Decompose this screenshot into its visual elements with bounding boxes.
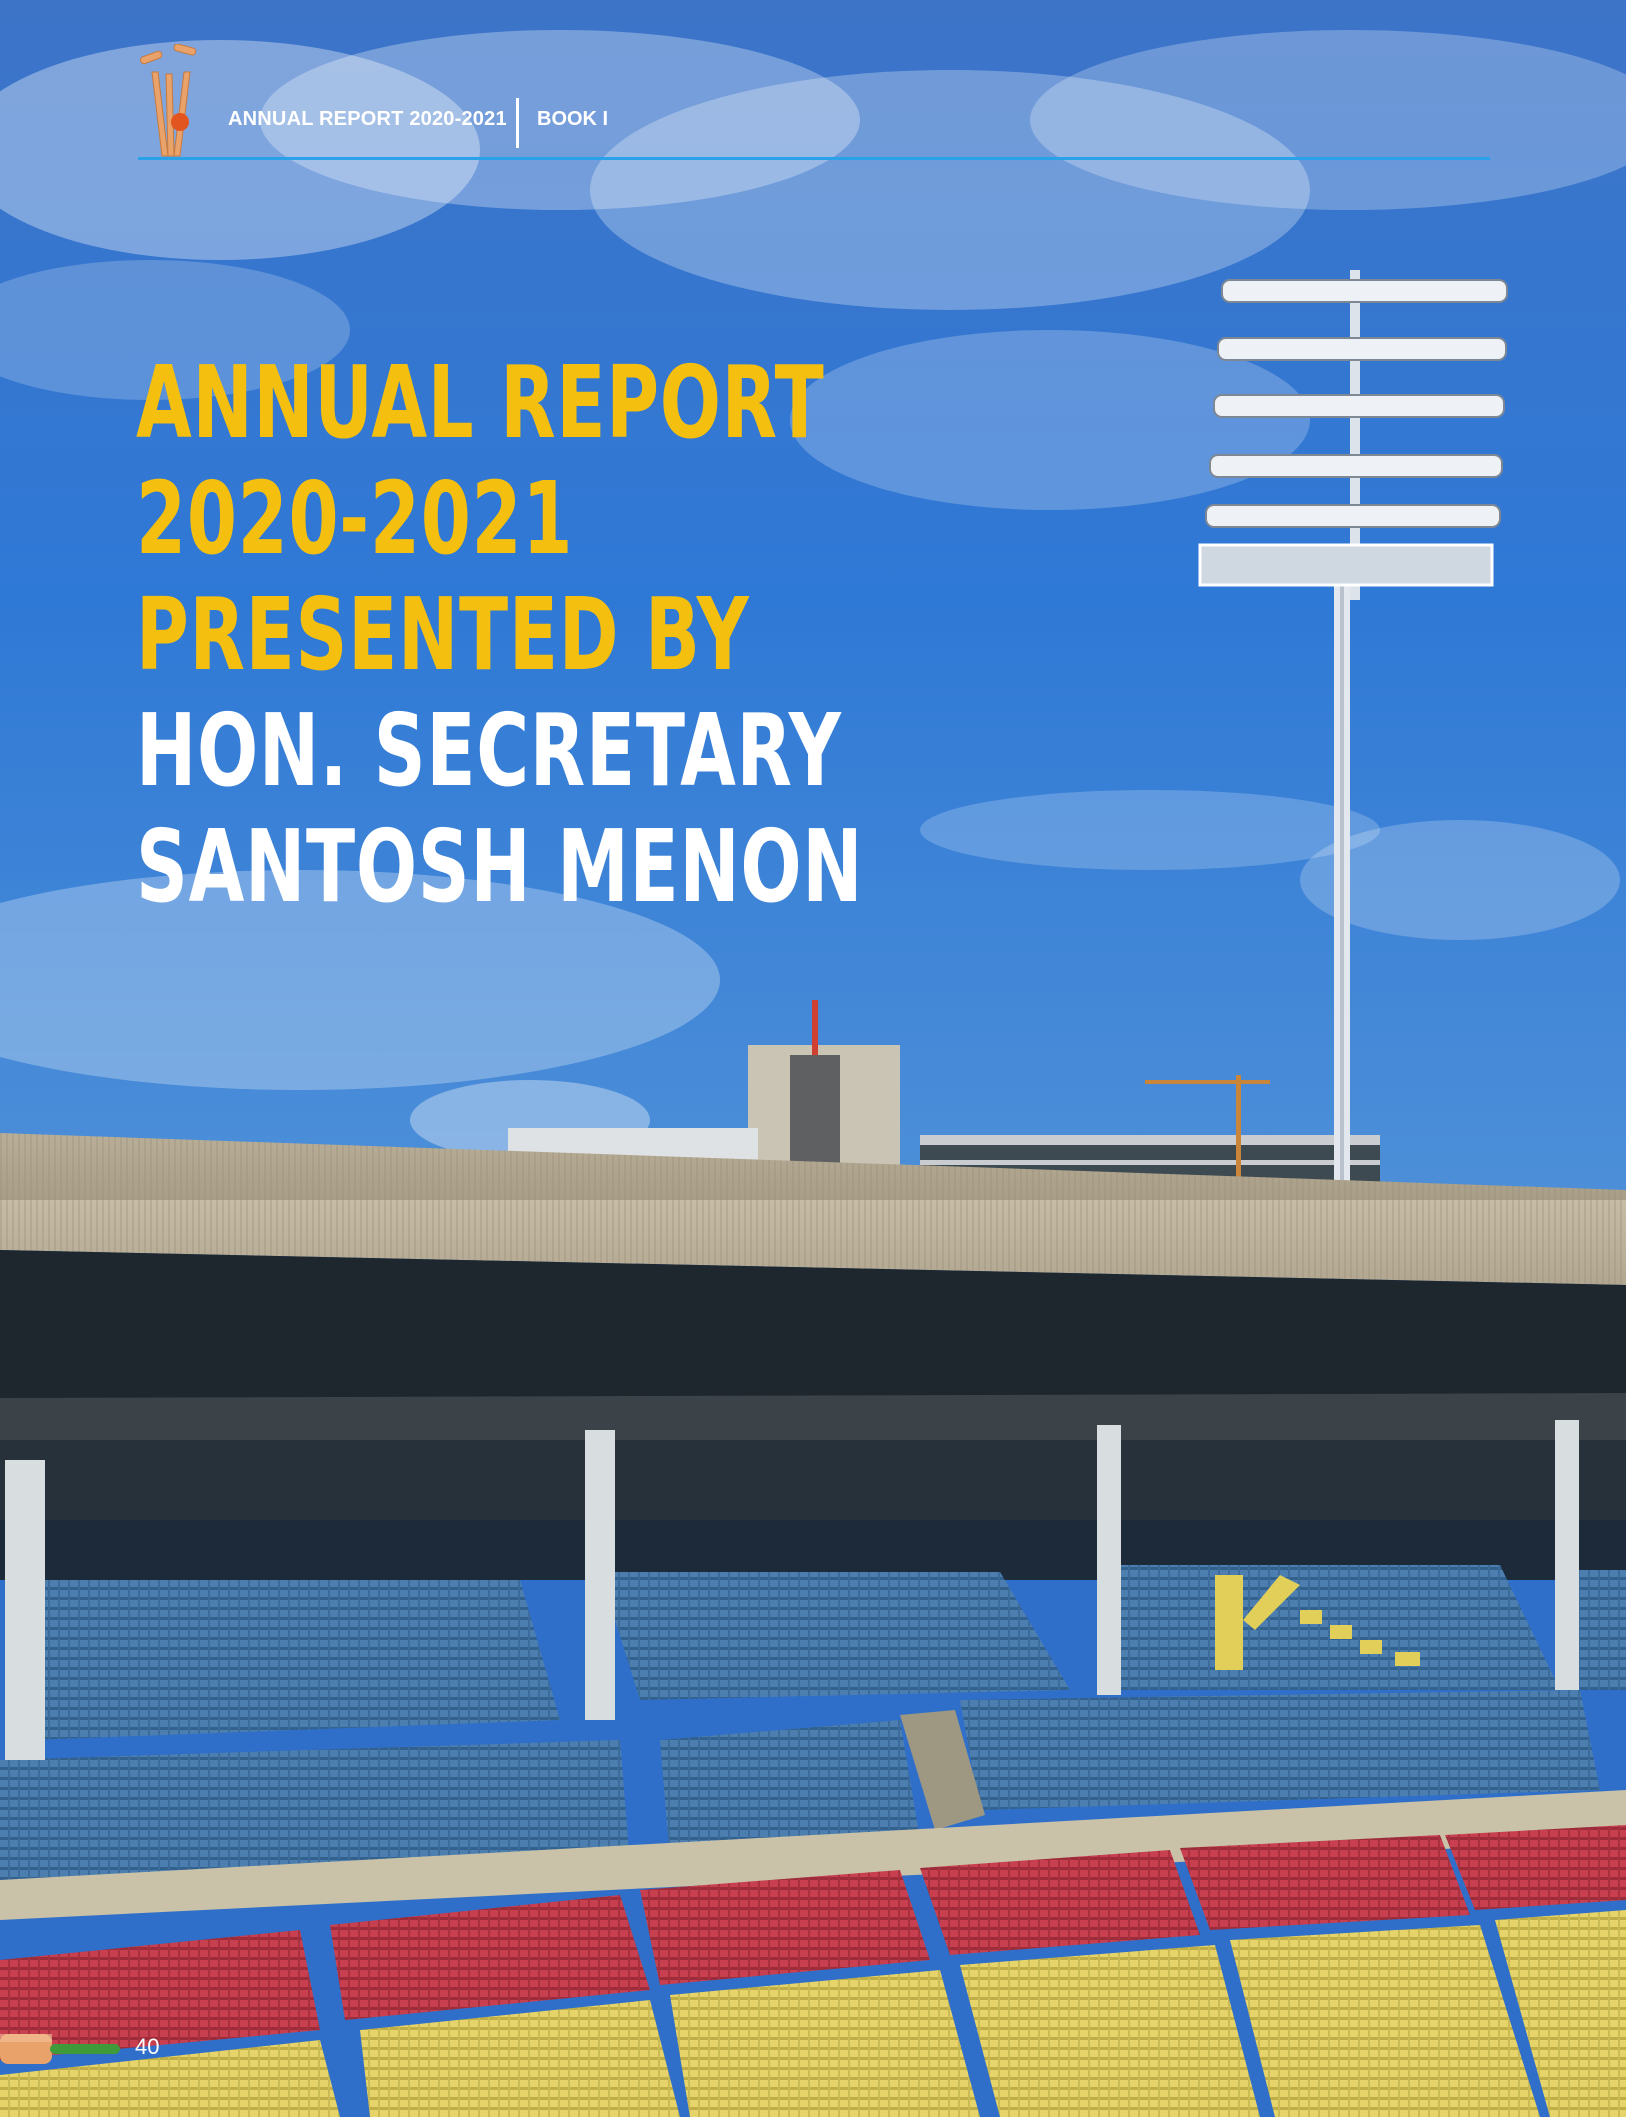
title-line-year: 2020-2021 [136, 460, 574, 577]
header-rule [138, 157, 1490, 160]
title-line-position: HON. SECRETARY [136, 692, 842, 809]
page-header: ANNUAL REPORT 2020-2021 BOOK I [0, 0, 1626, 170]
header-report-title: ANNUAL REPORT 2020-2021 [228, 108, 507, 130]
title-line-name: SANTOSH MENON [136, 808, 864, 925]
header-book-label: BOOK I [537, 108, 609, 130]
title-line-presented-by: PRESENTED BY [136, 576, 750, 693]
cover-title: ANNUAL REPORT 2020-2021 PRESENTED BY HON… [136, 345, 936, 925]
page-number: 40 [135, 2034, 160, 2059]
header-separator [516, 98, 519, 148]
title-line-report: ANNUAL REPORT [136, 344, 825, 461]
cricket-wicket-logo-icon [139, 44, 197, 157]
cricket-bat-icon [0, 2034, 120, 2064]
